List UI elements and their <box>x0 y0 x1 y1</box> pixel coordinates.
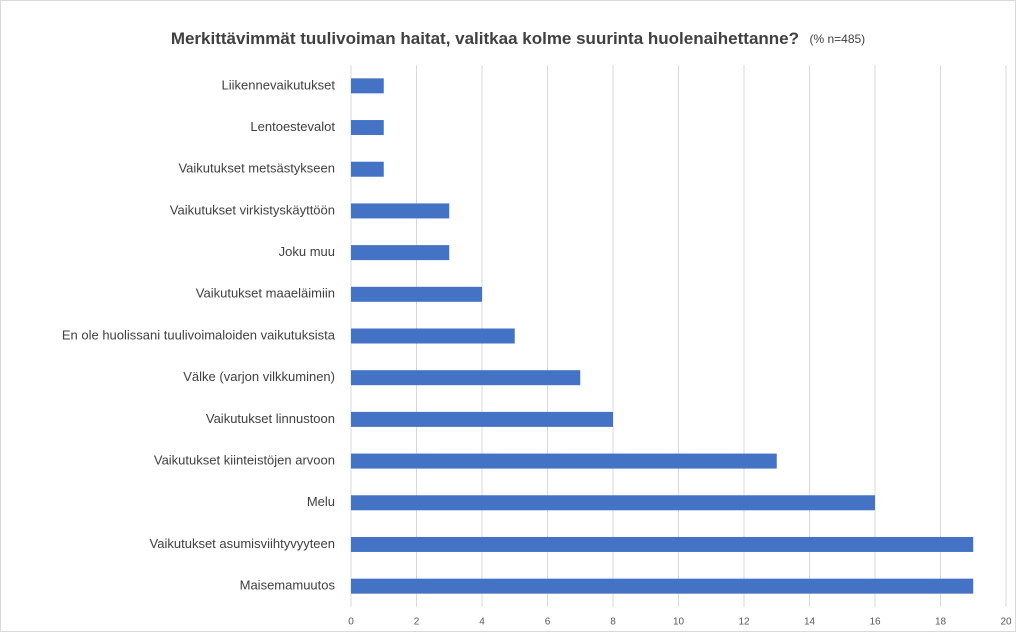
bar <box>351 578 974 594</box>
y-tick-label: En ole huolissani tuulivoimaloiden vaiku… <box>62 327 336 342</box>
x-tick-label: 14 <box>804 617 816 628</box>
bar <box>351 370 581 386</box>
y-tick-label: Lentoestevalot <box>250 119 335 134</box>
x-tick-label: 2 <box>414 617 420 628</box>
bar <box>351 536 974 552</box>
y-tick-label: Maisemamuutos <box>240 578 336 593</box>
x-tick-label: 10 <box>673 617 685 628</box>
bar <box>351 411 613 427</box>
y-tick-label: Välke (varjon vilkkuminen) <box>183 369 335 384</box>
x-tick-label: 0 <box>348 617 354 628</box>
x-tick-label: 8 <box>610 617 616 628</box>
bar <box>351 120 384 136</box>
y-tick-label: Joku muu <box>279 244 335 259</box>
y-tick-label: Melu <box>307 494 335 509</box>
x-tick-label: 20 <box>1000 617 1012 628</box>
x-tick-label: 4 <box>479 617 485 628</box>
x-tick-label: 12 <box>738 617 750 628</box>
bar <box>351 161 384 177</box>
y-tick-label: Liikennevaikutukset <box>222 77 336 92</box>
bar <box>351 286 482 302</box>
y-tick-label: Vaikutukset linnustoon <box>206 411 335 426</box>
chart-title-group: Merkittävimmät tuulivoiman haitat, valit… <box>171 29 865 48</box>
bar <box>351 328 515 344</box>
y-tick-label: Vaikutukset kiinteistöjen arvoon <box>154 453 335 468</box>
y-tick-label: Vaikutukset metsästykseen <box>178 161 335 176</box>
y-tick-label: Vaikutukset maaeläimiin <box>196 286 335 301</box>
bar <box>351 495 875 511</box>
bar <box>351 203 450 219</box>
y-tick-label: Vaikutukset asumisviihtyvyyteen <box>150 536 335 551</box>
bar <box>351 453 777 469</box>
y-tick-label: Vaikutukset virkistyskäyttöön <box>170 202 335 217</box>
chart-title: Merkittävimmät tuulivoiman haitat, valit… <box>171 29 799 48</box>
bar <box>351 78 384 94</box>
chart-subtitle: (% n=485) <box>809 32 865 46</box>
x-tick-label: 6 <box>545 617 551 628</box>
bar <box>351 245 450 261</box>
x-tick-label: 18 <box>935 617 947 628</box>
x-tick-label: 16 <box>869 617 881 628</box>
